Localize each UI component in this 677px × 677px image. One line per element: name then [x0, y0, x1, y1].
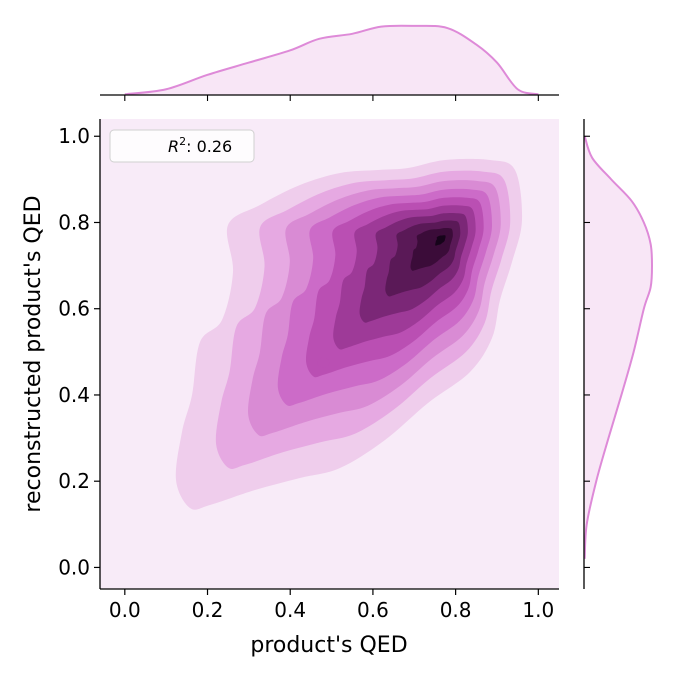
y-axis-ticks: 0.0 0.2 0.4 0.6 0.8 1.0	[58, 124, 100, 579]
top-marginal-kde	[100, 24, 559, 101]
y-tick-label: 1.0	[58, 124, 90, 148]
plot-axes	[99, 119, 559, 590]
top-marginal-line	[124, 24, 539, 96]
right-marginal-fill	[584, 136, 652, 559]
x-tick-label: 0.8	[440, 598, 472, 622]
x-tick-label: 0.6	[357, 598, 389, 622]
x-tick-label: 1.0	[522, 598, 554, 622]
legend: R2: 0.26	[109, 129, 255, 163]
y-tick-label: 0.0	[58, 555, 90, 579]
top-marginal-fill	[124, 25, 539, 95]
x-tick-label: 0.2	[192, 598, 224, 622]
right-marginal-ticks	[584, 135, 590, 568]
top-marginal-ticks	[124, 95, 539, 101]
density-contour-level	[317, 357, 330, 368]
y-tick-label: 0.6	[58, 297, 90, 321]
density-contour-level	[435, 235, 446, 246]
right-marginal-line	[583, 135, 653, 559]
x-tick-label: 0.4	[274, 598, 306, 622]
y-tick-label: 0.8	[58, 210, 90, 234]
legend-box	[109, 129, 255, 163]
y-axis-title: reconstructed product's QED	[21, 195, 46, 512]
x-axis-ticks: 0.0 0.2 0.4 0.6 0.8 1.0	[109, 589, 554, 622]
legend-label: R2: 0.26	[168, 135, 232, 156]
density-contours	[175, 158, 523, 510]
x-axis-title: product's QED	[250, 633, 407, 658]
x-tick-label: 0.0	[109, 598, 141, 622]
y-tick-label: 0.2	[58, 469, 90, 493]
y-tick-label: 0.4	[58, 383, 90, 407]
right-marginal-kde	[583, 119, 653, 589]
